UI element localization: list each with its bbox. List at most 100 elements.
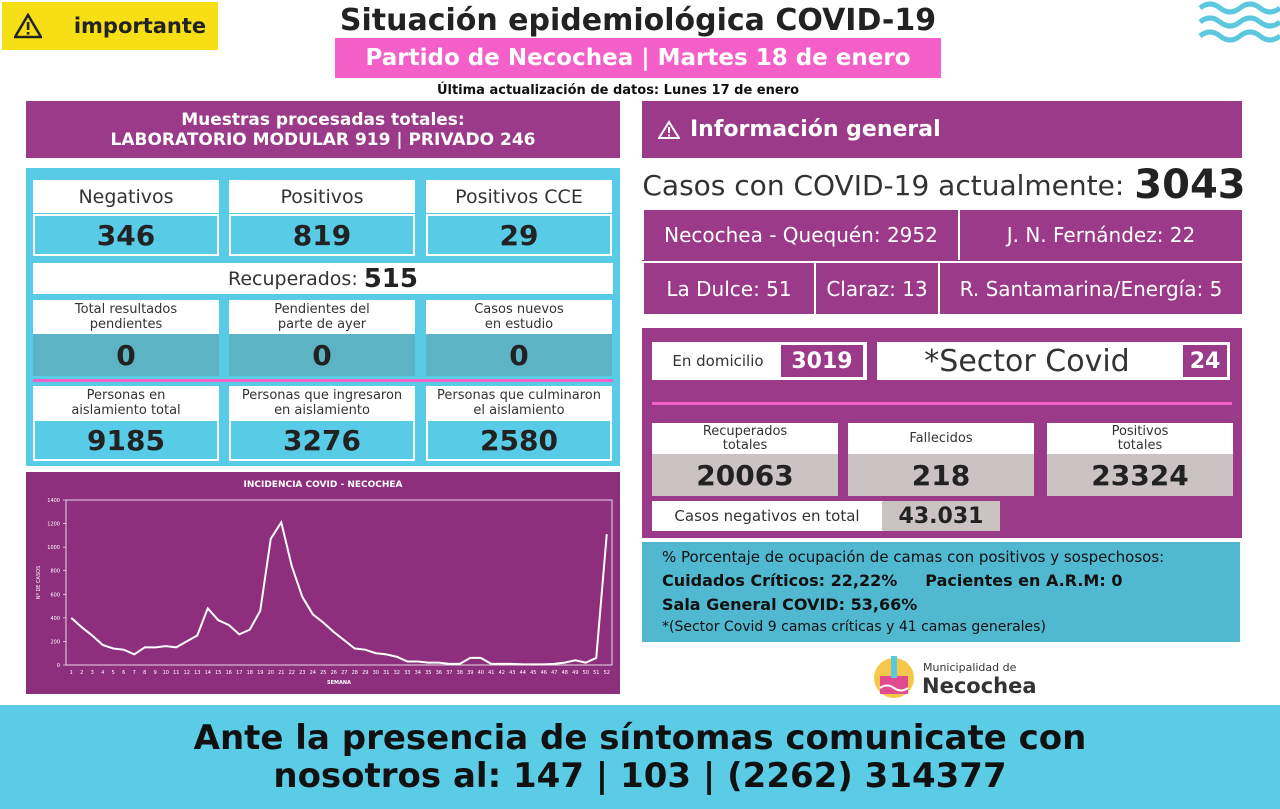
active-part: 3043 xyxy=(1134,162,1246,208)
x-tick-label: 8 xyxy=(143,670,146,676)
x-tick-label: 15 xyxy=(215,670,221,676)
active-part: Casos con COVID-19 actualmente: xyxy=(642,168,1125,202)
footer-line: nosotros al: 147 | 103 | (2262) 314377 xyxy=(273,756,1007,796)
x-tick-label: 11 xyxy=(173,670,179,676)
total-value: 23324 xyxy=(1047,454,1233,496)
label-line: totales xyxy=(722,437,768,453)
x-tick-label: 50 xyxy=(583,670,589,676)
label-line: Personas que culminaron xyxy=(437,387,601,403)
x-tick-label: 5 xyxy=(112,670,115,676)
pending-value: 0 xyxy=(33,334,219,376)
test-value: 346 xyxy=(33,214,219,256)
logo xyxy=(872,648,1072,700)
test-value: 819 xyxy=(229,214,415,256)
label-line: Personas que ingresaron xyxy=(241,387,403,403)
x-tick-label: 10 xyxy=(163,670,169,676)
active-cases: Casos con COVID-19 actualmente: 3043 xyxy=(642,162,1246,208)
label-line: el aislamiento xyxy=(473,402,565,418)
x-tick-label: 38 xyxy=(457,670,463,676)
chart: INCIDENCIA COVID - NECOCHEA 0 200 400 600 800… xyxy=(36,480,613,686)
update: Última actualización de datos: Lunes 17 … xyxy=(436,82,800,98)
subtitle: Partido de Necochea | Martes 18 de enero xyxy=(335,38,941,78)
label-line: pendientes xyxy=(89,317,163,332)
label-line: Casos nuevos xyxy=(474,302,564,317)
total-label: Fallecidos xyxy=(848,423,1034,454)
x-tick-label: 34 xyxy=(415,670,421,676)
x-tick-label: 4 xyxy=(101,670,104,676)
label-line: Fallecidos xyxy=(909,430,973,446)
beds-line: *(Sector Covid 9 camas críticas y 41 cam… xyxy=(662,619,1046,635)
x-tick-label: 24 xyxy=(310,670,316,676)
x-tick-label: 19 xyxy=(257,670,263,676)
footer-line: Ante la presencia de síntomas comunicate… xyxy=(193,718,1087,758)
x-tick-label: 32 xyxy=(394,670,400,676)
recovered-part: 515 xyxy=(363,263,418,294)
pending-label: Pendientes del parte de ayer xyxy=(229,300,415,334)
y-tick-label: 1200 xyxy=(47,522,60,528)
isolation-label: Personas que ingresaron en aislamiento xyxy=(229,386,415,419)
chart-panel: INCIDENCIA COVID - NECOCHEA 0 200 400 600 800… xyxy=(26,472,620,694)
x-tick-label: 43 xyxy=(509,670,515,676)
isolation-value: 9185 xyxy=(33,419,219,461)
x-tick-label: 7 xyxy=(133,670,136,676)
y-tick-label: 0 xyxy=(57,663,60,669)
test-label: Positivos CCE xyxy=(426,180,612,213)
x-tick-label: 42 xyxy=(499,670,505,676)
x-tick-label: 31 xyxy=(383,670,389,676)
x-tick-label: 13 xyxy=(194,670,200,676)
locality: Claraz: 13 xyxy=(814,261,938,314)
label-line: aislamiento total xyxy=(71,402,181,418)
negatives-value: 43.031 xyxy=(882,501,1000,531)
x-tick-label: 44 xyxy=(520,670,526,676)
y-tick-label: 200 xyxy=(50,639,60,645)
label-line: en estudio xyxy=(484,317,554,332)
recovered: Recuperados: 515 xyxy=(33,263,613,294)
test-label: Positivos xyxy=(229,180,415,213)
beds-line: Cuidados Críticos: 22,22% xyxy=(662,571,898,590)
samples-header: Muestras procesadas totales: LABORATORIO … xyxy=(26,101,620,158)
isolation-label: Personas que culminaron el aislamiento xyxy=(426,386,612,419)
total-label: Positivos totales xyxy=(1047,423,1233,454)
locality: R. Santamarina/Energía: 5 xyxy=(938,261,1242,314)
x-tick-label: 45 xyxy=(530,670,536,676)
y-tick-label: 1400 xyxy=(47,498,60,504)
home-value: 3019 xyxy=(781,345,863,377)
x-tick-label: 35 xyxy=(425,670,431,676)
locality: J. N. Fernández: 22 xyxy=(958,208,1242,260)
beds-line: Sala General COVID: 53,66% xyxy=(662,595,918,614)
total-label: Recuperados totales xyxy=(652,423,838,454)
pending-value: 0 xyxy=(229,334,415,376)
total-value: 20063 xyxy=(652,454,838,496)
y-tick-label: 400 xyxy=(50,616,60,622)
x-tick-label: 25 xyxy=(320,670,326,676)
x-tick-label: 20 xyxy=(268,670,274,676)
waves-icon xyxy=(1198,1,1280,43)
divider xyxy=(652,402,1232,405)
x-tick-label: 2 xyxy=(80,670,83,676)
x-tick-label: 48 xyxy=(562,670,568,676)
isolation-value: 2580 xyxy=(426,419,612,461)
plot-frame xyxy=(65,499,613,666)
y-tick-label: 1000 xyxy=(47,545,60,551)
x-tick-label: 1 xyxy=(70,670,73,676)
x-tick-label: 14 xyxy=(205,670,211,676)
x-tick-label: 23 xyxy=(299,670,305,676)
x-tick-label: 26 xyxy=(331,670,337,676)
isolation-value: 3276 xyxy=(229,419,415,461)
x-tick-label: 21 xyxy=(278,670,284,676)
x-tick-label: 6 xyxy=(122,670,125,676)
x-tick-label: 46 xyxy=(541,670,547,676)
home-label: En domicilio xyxy=(672,352,764,370)
logo-line1: Municipalidad de xyxy=(923,661,1017,674)
warning-icon xyxy=(658,119,680,139)
line-series xyxy=(70,519,608,666)
total-value: 218 xyxy=(848,454,1034,496)
x-tick-label: 47 xyxy=(551,670,557,676)
x-tick-label: 3 xyxy=(91,670,94,676)
label-line: Positivos xyxy=(1111,423,1169,439)
sector-box xyxy=(877,342,1230,380)
x-tick-label: 37 xyxy=(446,670,452,676)
samples-line: Muestras procesadas totales: xyxy=(181,109,465,130)
divider xyxy=(33,379,613,382)
